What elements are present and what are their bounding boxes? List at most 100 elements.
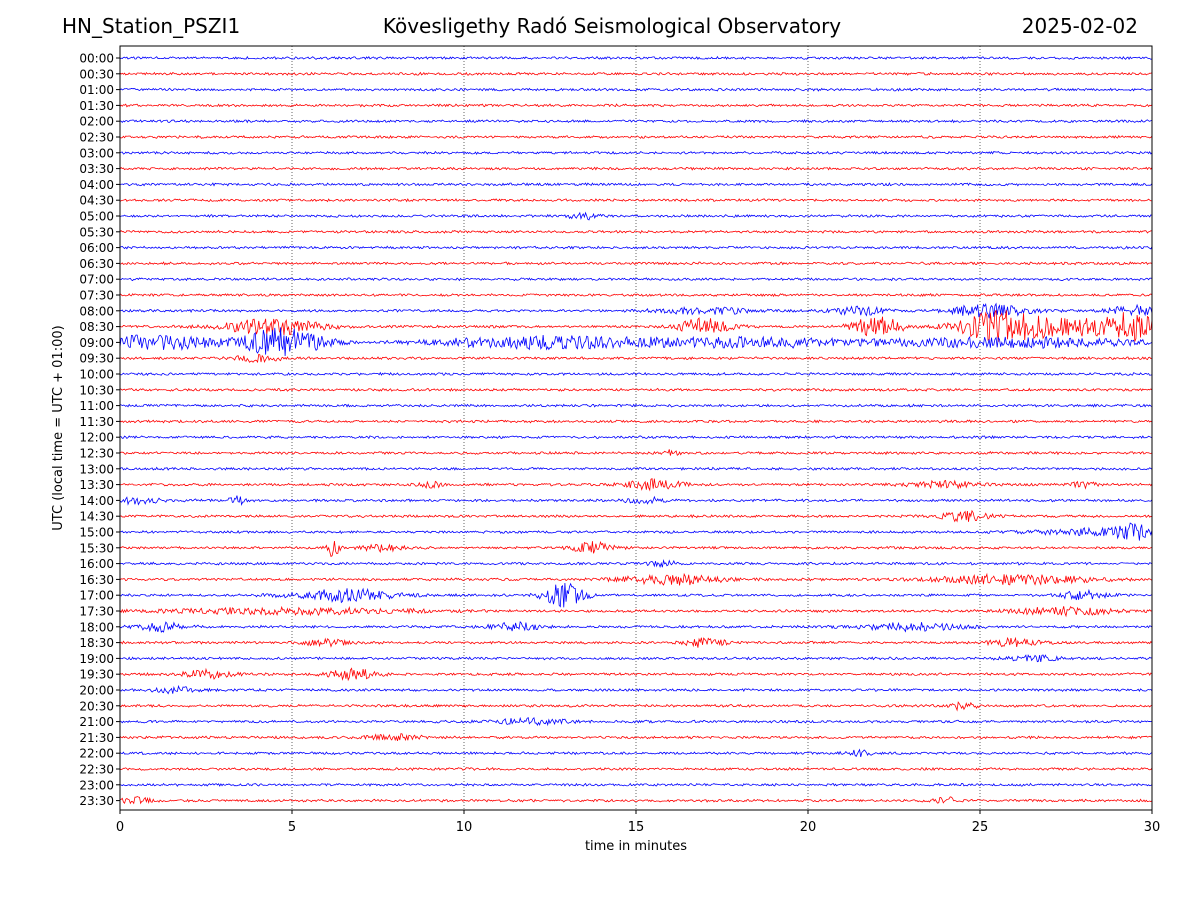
y-tick-label: 00:00 — [79, 52, 114, 66]
x-tick-label: 15 — [628, 820, 645, 835]
y-tick-label: 19:30 — [79, 668, 114, 682]
y-tick-label: 07:30 — [79, 289, 114, 303]
trace-0830 — [119, 310, 1153, 342]
trace-2330 — [119, 796, 1153, 805]
y-tick-label: 09:00 — [79, 336, 114, 350]
trace-0800 — [119, 302, 1153, 319]
y-tick-label: 05:30 — [79, 225, 114, 239]
trace-0130 — [119, 103, 1153, 108]
y-tick-label: 03:00 — [79, 146, 114, 160]
y-tick-label: 01:30 — [79, 99, 114, 113]
chart-date: 2025-02-02 — [1021, 14, 1138, 38]
trace-0930 — [119, 353, 1153, 364]
trace-1730 — [119, 605, 1153, 618]
y-tick-label: 09:30 — [79, 352, 114, 366]
trace-1200 — [120, 435, 1153, 440]
trace-0230 — [119, 134, 1153, 139]
trace-0700 — [119, 277, 1153, 282]
y-tick-label: 20:00 — [79, 684, 114, 698]
y-tick-label: 04:30 — [79, 194, 114, 208]
y-tick-label: 15:00 — [79, 526, 114, 540]
station-name: HN_Station_PSZI1 — [62, 14, 241, 38]
x-axis-label: time in minutes — [585, 839, 687, 854]
trace-1500 — [119, 522, 1153, 541]
trace-2030 — [119, 701, 1153, 712]
y-tick-label: 08:00 — [79, 304, 114, 318]
trace-0000 — [119, 55, 1153, 61]
trace-0200 — [119, 119, 1153, 124]
x-tick-label: 20 — [800, 820, 817, 835]
y-tick-label: 13:00 — [79, 462, 114, 476]
y-tick-label: 04:00 — [79, 178, 114, 192]
trace-1700 — [119, 582, 1153, 608]
y-tick-label: 14:30 — [79, 510, 114, 524]
trace-0730 — [119, 292, 1153, 298]
x-tick-label: 30 — [1144, 820, 1161, 835]
x-tick-label: 5 — [288, 820, 296, 835]
trace-2200 — [119, 748, 1153, 758]
trace-0600 — [119, 245, 1153, 250]
y-tick-label: 11:30 — [79, 415, 114, 429]
y-tick-label: 17:30 — [79, 605, 114, 619]
trace-2100 — [119, 716, 1153, 727]
trace-1630 — [119, 572, 1153, 586]
trace-1530 — [119, 540, 1153, 558]
y-tick-label: 13:30 — [79, 478, 114, 492]
y-tick-label: 15:30 — [79, 541, 114, 555]
trace-1100 — [119, 403, 1153, 408]
trace-0900 — [119, 327, 1153, 356]
trace-1600 — [119, 559, 1153, 568]
trace-1300 — [119, 466, 1153, 471]
trace-2300 — [119, 782, 1153, 787]
x-tick-label: 25 — [972, 820, 989, 835]
y-tick-label: 22:00 — [79, 747, 114, 761]
y-tick-label: 07:00 — [79, 273, 114, 287]
trace-1930 — [119, 667, 1153, 682]
traces — [119, 55, 1153, 805]
trace-1000 — [119, 371, 1153, 377]
y-tick-label: 21:30 — [79, 731, 114, 745]
y-tick-label: 08:30 — [79, 320, 114, 334]
y-tick-label: 12:30 — [79, 447, 114, 461]
y-tick-label: 17:00 — [79, 589, 114, 603]
trace-1830 — [119, 636, 1153, 648]
trace-1130 — [119, 419, 1153, 424]
y-tick-label: 11:00 — [79, 399, 114, 413]
trace-1030 — [119, 387, 1153, 392]
trace-0500 — [119, 211, 1153, 221]
y-tick-label: 02:00 — [79, 115, 114, 129]
trace-0400 — [119, 182, 1153, 187]
trace-2230 — [119, 766, 1153, 772]
x-tick-label: 0 — [116, 820, 124, 835]
y-tick-label: 18:30 — [79, 636, 114, 650]
trace-0630 — [119, 261, 1153, 266]
trace-0530 — [119, 229, 1153, 234]
y-tick-label: 22:30 — [79, 763, 114, 777]
y-tick-label: 16:30 — [79, 573, 114, 587]
y-tick-label: 03:30 — [79, 162, 114, 176]
y-tick-label: 23:00 — [79, 778, 114, 792]
y-tick-label: 21:00 — [79, 715, 114, 729]
x-tick-label: 10 — [456, 820, 473, 835]
trace-2130 — [119, 733, 1153, 742]
trace-0100 — [119, 87, 1153, 92]
y-tick-label: 20:30 — [79, 699, 114, 713]
trace-1900 — [119, 654, 1153, 663]
y-tick-label: 06:30 — [79, 257, 114, 271]
x-ticks: 0 5 10 15 20 25 30 — [116, 810, 1160, 835]
chart-title: Kövesligethy Radó Seismological Observat… — [382, 14, 842, 38]
grid-lines — [291, 46, 981, 810]
y-tick-label: 01:00 — [79, 83, 114, 97]
trace-0330 — [119, 166, 1153, 171]
y-tick-label: 16:00 — [79, 557, 114, 571]
y-tick-label: 12:00 — [79, 431, 114, 445]
y-tick-label: 23:30 — [79, 794, 114, 808]
trace-1800 — [119, 620, 1153, 633]
trace-0030 — [119, 71, 1153, 76]
trace-0430 — [119, 198, 1153, 203]
y-tick-label: 10:30 — [79, 383, 114, 397]
trace-2000 — [119, 684, 1153, 695]
trace-1430 — [119, 509, 1153, 523]
y-tick-label: 02:30 — [79, 131, 114, 145]
